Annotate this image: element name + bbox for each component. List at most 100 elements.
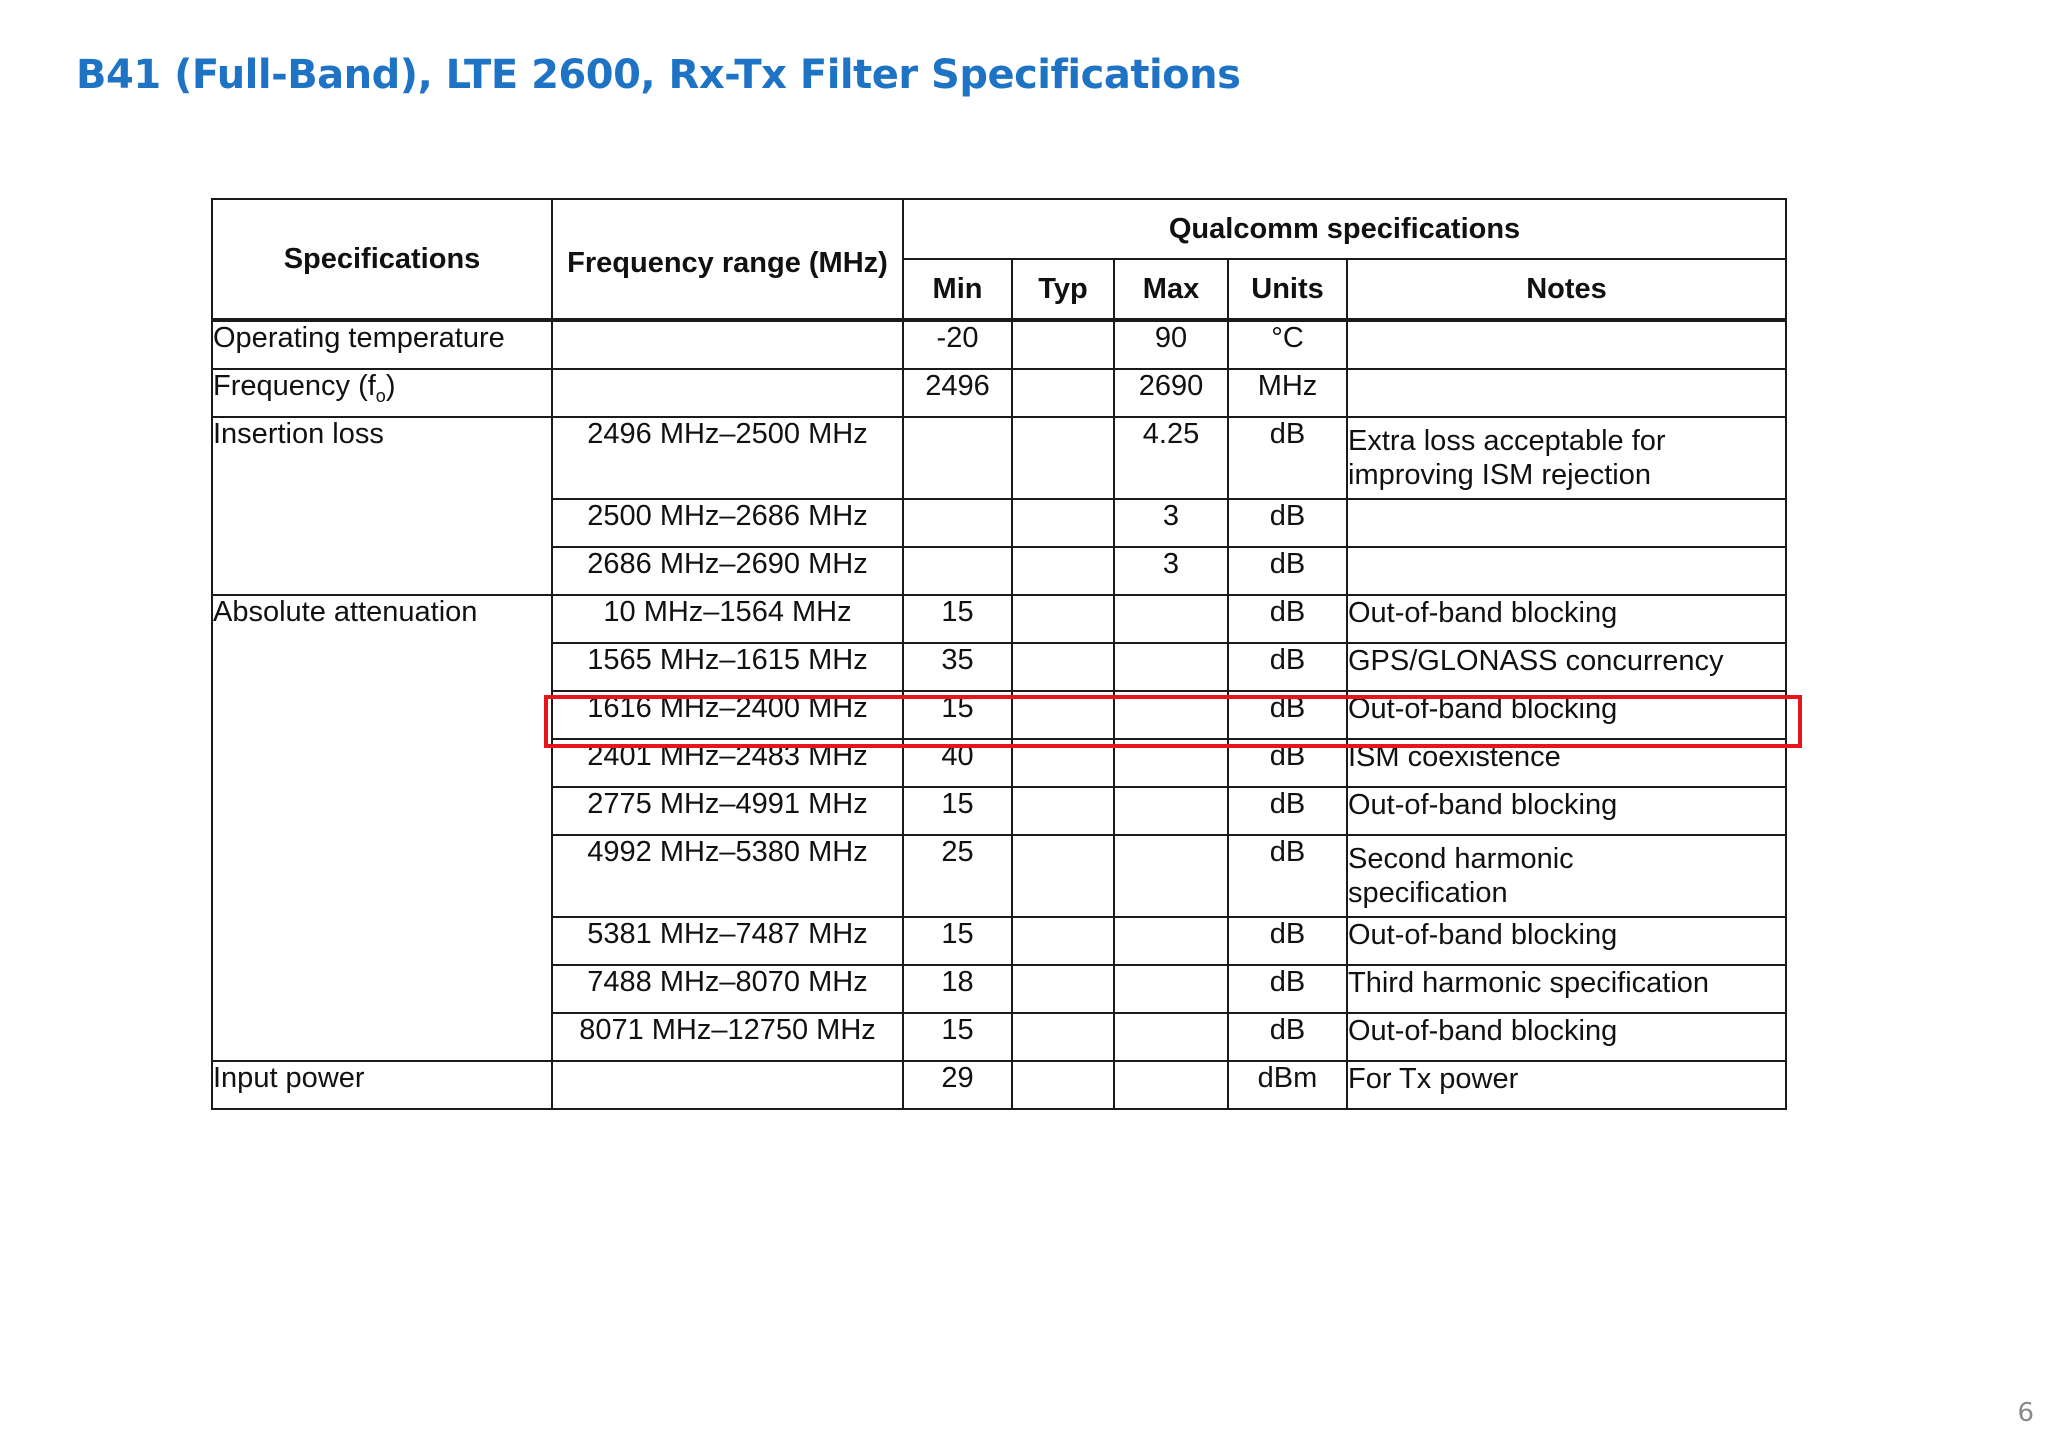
- typ-cell: [1011, 642, 1115, 692]
- min-cell: [902, 416, 1013, 500]
- freq-cell: [551, 368, 904, 418]
- table-row: 2686 MHz–2690 MHz 3 dB: [212, 546, 1788, 596]
- header-frequency-range: Frequency range (MHz): [551, 198, 904, 322]
- header-units: Units: [1227, 258, 1348, 322]
- table-row: 2775 MHz–4991 MHz 15 dB Out-of-band bloc…: [212, 786, 1788, 836]
- units-cell: MHz: [1227, 368, 1348, 418]
- table-row: Input power 29 dBm For Tx power: [211, 1060, 1788, 1110]
- notes-cell: Extra loss acceptable for improving ISM …: [1345, 416, 1788, 500]
- spec-cell: Input power: [211, 1060, 553, 1110]
- freq-cell: 8071 MHz–12750 MHz: [551, 1012, 904, 1062]
- units-cell: dB: [1227, 916, 1348, 966]
- units-cell: dB: [1227, 964, 1348, 1014]
- freq-cell: 2775 MHz–4991 MHz: [551, 786, 904, 836]
- header-specifications: Specifications: [211, 198, 553, 322]
- min-cell: 15: [902, 1012, 1013, 1062]
- table-row: 1565 MHz–1615 MHz 35 dB GPS/GLONASS conc…: [212, 642, 1788, 692]
- header-min: Min: [902, 258, 1013, 322]
- max-cell: [1113, 1012, 1229, 1062]
- table-row: 2500 MHz–2686 MHz 3 dB: [212, 498, 1788, 548]
- units-cell: dB: [1227, 416, 1348, 500]
- max-cell: [1113, 834, 1229, 918]
- units-cell: dB: [1227, 834, 1348, 918]
- max-cell: [1113, 964, 1229, 1014]
- notes-cell: [1345, 368, 1788, 418]
- freq-cell: [551, 1060, 904, 1110]
- max-cell: 3: [1113, 546, 1229, 596]
- freq-cell: 2686 MHz–2690 MHz: [551, 546, 904, 596]
- notes-cell: Out-of-band blocking: [1345, 786, 1788, 836]
- notes-cell: Out-of-band blocking: [1345, 1012, 1788, 1062]
- header-notes: Notes: [1345, 258, 1788, 322]
- typ-cell: [1011, 916, 1115, 966]
- max-cell: 90: [1113, 319, 1229, 370]
- highlight-box: [544, 695, 1802, 748]
- notes-cell: [1345, 319, 1788, 370]
- units-cell: °C: [1227, 319, 1348, 370]
- table-row: 7488 MHz–8070 MHz 18 dB Third harmonic s…: [212, 964, 1788, 1014]
- units-cell: dB: [1227, 498, 1348, 548]
- units-cell: dB: [1227, 642, 1348, 692]
- max-cell: [1113, 642, 1229, 692]
- freq-cell: 5381 MHz–7487 MHz: [551, 916, 904, 966]
- min-cell: 15: [902, 594, 1013, 644]
- header-typ: Typ: [1011, 258, 1115, 322]
- max-cell: [1113, 1060, 1229, 1110]
- units-cell: dB: [1227, 1012, 1348, 1062]
- units-cell: dBm: [1227, 1060, 1348, 1110]
- units-cell: dB: [1227, 546, 1348, 596]
- table-row: 5381 MHz–7487 MHz 15 dB Out-of-band bloc…: [212, 916, 1788, 966]
- typ-cell: [1011, 1060, 1115, 1110]
- freq-cell: 10 MHz–1564 MHz: [551, 594, 904, 644]
- table-row: 4992 MHz–5380 MHz 25 dB Second harmonic …: [212, 834, 1788, 918]
- page-number: 6: [2017, 1398, 2034, 1428]
- spec-cell: Absolute attenuation: [211, 594, 553, 1062]
- min-cell: -20: [902, 319, 1013, 370]
- spec-cell: Frequency (fo): [211, 368, 553, 418]
- typ-cell: [1011, 498, 1115, 548]
- min-cell: 29: [902, 1060, 1013, 1110]
- max-cell: [1113, 594, 1229, 644]
- notes-cell: For Tx power: [1345, 1060, 1788, 1110]
- typ-cell: [1011, 834, 1115, 918]
- min-cell: 18: [902, 964, 1013, 1014]
- max-cell: [1113, 786, 1229, 836]
- units-cell: dB: [1227, 786, 1348, 836]
- notes-cell: Out-of-band blocking: [1345, 594, 1788, 644]
- typ-cell: [1011, 1012, 1115, 1062]
- typ-cell: [1011, 319, 1115, 370]
- min-cell: [902, 546, 1013, 596]
- header-row: Specifications Frequency range (MHz) Qua…: [211, 198, 1788, 322]
- freq-cell: 2496 MHz–2500 MHz: [551, 416, 904, 500]
- freq-cell: 4992 MHz–5380 MHz: [551, 834, 904, 918]
- max-cell: 3: [1113, 498, 1229, 548]
- notes-cell: GPS/GLONASS concurrency: [1345, 642, 1788, 692]
- typ-cell: [1011, 594, 1115, 644]
- freq-cell: 7488 MHz–8070 MHz: [551, 964, 904, 1014]
- freq-cell: [551, 319, 904, 370]
- table-row: Operating temperature -20 90 °C: [211, 319, 1788, 370]
- min-cell: 15: [902, 916, 1013, 966]
- typ-cell: [1011, 416, 1115, 500]
- notes-cell: Third harmonic specification: [1345, 964, 1788, 1014]
- table-row: Insertion loss 2496 MHz–2500 MHz 4.25 dB…: [211, 416, 1788, 596]
- min-cell: 25: [902, 834, 1013, 918]
- subheader-row: Min Typ Max Units Notes: [212, 258, 1788, 322]
- table-row: 8071 MHz–12750 MHz 15 dB Out-of-band blo…: [212, 1012, 1788, 1062]
- typ-cell: [1011, 786, 1115, 836]
- header-max: Max: [1113, 258, 1229, 322]
- notes-cell: Second harmonic specification: [1345, 834, 1788, 918]
- notes-cell: [1345, 546, 1788, 596]
- typ-cell: [1011, 546, 1115, 596]
- slide-title: B41 (Full-Band), LTE 2600, Rx-Tx Filter …: [76, 52, 1241, 98]
- header-qualcomm-specifications: Qualcomm specifications: [901, 198, 1788, 260]
- spec-cell: Insertion loss: [211, 416, 553, 596]
- min-cell: 35: [902, 642, 1013, 692]
- freq-cell: 2500 MHz–2686 MHz: [551, 498, 904, 548]
- typ-cell: [1011, 964, 1115, 1014]
- notes-cell: Out-of-band blocking: [1345, 916, 1788, 966]
- typ-cell: [1011, 368, 1115, 418]
- max-cell: 2690: [1113, 368, 1229, 418]
- filter-spec-table: Specifications Frequency range (MHz) Qua…: [211, 198, 1788, 1110]
- freq-cell: 1565 MHz–1615 MHz: [551, 642, 904, 692]
